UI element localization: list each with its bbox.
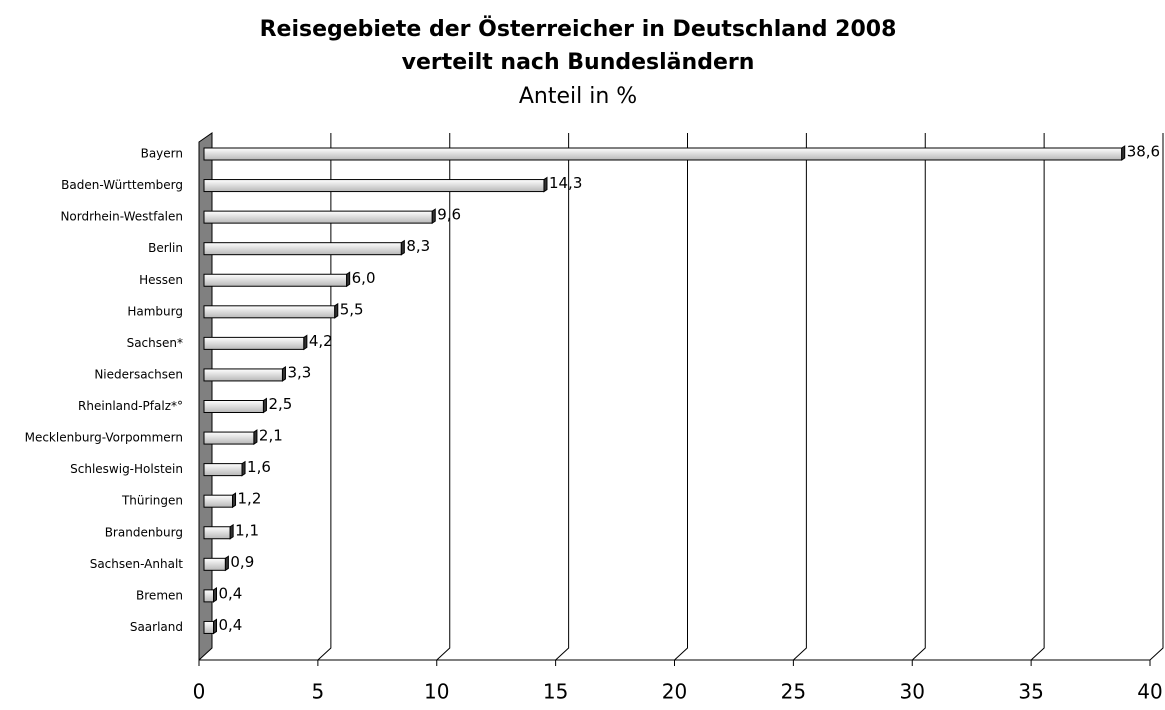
bar-end <box>1121 145 1126 161</box>
bar <box>203 368 283 382</box>
bar <box>203 336 305 350</box>
bar-end <box>281 366 286 382</box>
y-tick-label: Berlin <box>148 241 183 255</box>
chart-subtitle: Anteil in % <box>519 84 637 109</box>
y-tick-label: Schleswig-Holstein <box>70 462 183 476</box>
grid-line <box>317 133 332 661</box>
y-tick-label: Bayern <box>141 147 183 161</box>
grid-line <box>1149 133 1164 661</box>
y-tick-label: Rheinland-Pfalz*° <box>78 399 183 413</box>
value-label: 0,4 <box>219 584 243 602</box>
grid-line <box>555 133 570 661</box>
bar-end <box>224 555 229 572</box>
bar <box>203 526 231 540</box>
bar <box>203 179 545 193</box>
grid-line <box>911 133 926 661</box>
y-tick-label: Nordrhein-Westfalen <box>60 210 183 224</box>
y-tick-label: Niedersachsen <box>94 367 183 381</box>
y-tick-label: Sachsen-Anhalt <box>90 557 184 571</box>
bar-end <box>232 492 237 509</box>
bar-end <box>334 302 339 319</box>
value-label: 1,1 <box>235 521 259 539</box>
grid-line <box>793 133 807 661</box>
bar <box>203 305 336 319</box>
y-tick-label: Thüringen <box>121 494 183 508</box>
bar-end <box>229 523 234 540</box>
bar <box>203 431 255 445</box>
value-label: 8,3 <box>406 237 430 255</box>
bar <box>203 242 402 256</box>
x-tick-label: 15 <box>543 680 568 704</box>
bar-end <box>253 429 258 445</box>
x-tick-label: 35 <box>1018 680 1043 704</box>
value-label: 2,1 <box>259 427 283 445</box>
value-label: 3,3 <box>287 363 311 381</box>
bar-end <box>400 239 405 256</box>
x-tick-label: 20 <box>662 680 687 704</box>
bar <box>203 463 243 477</box>
value-label: 0,4 <box>219 616 243 634</box>
bar <box>203 400 264 413</box>
y-tick-label: Brandenburg <box>105 525 183 539</box>
value-label: 4,2 <box>309 332 333 350</box>
value-label: 14,3 <box>549 174 582 192</box>
bar <box>203 273 348 287</box>
bar-end <box>241 460 246 477</box>
bar-end <box>543 176 548 193</box>
y-tick-label: Hessen <box>139 273 183 287</box>
value-label: 2,5 <box>268 395 292 413</box>
bar <box>203 589 215 603</box>
y-tick-label: Mecklenburg-Vorpommern <box>25 431 183 445</box>
y-tick-label: Sachsen* <box>127 336 183 350</box>
x-tick-label: 10 <box>424 680 449 704</box>
bar <box>203 210 433 224</box>
value-label: 1,6 <box>247 458 271 476</box>
grid-line <box>674 133 688 661</box>
value-label: 6,0 <box>352 269 376 287</box>
x-tick-label: 30 <box>900 680 925 704</box>
bar <box>203 147 1123 161</box>
value-label: 5,5 <box>340 300 364 318</box>
bar-end <box>213 586 218 603</box>
y-tick-label: Baden-Württemberg <box>61 178 183 192</box>
x-tick-label: 40 <box>1137 680 1162 704</box>
grid-line <box>1030 133 1045 661</box>
value-label: 1,2 <box>238 490 262 508</box>
bar <box>203 620 215 634</box>
value-label: 38,6 <box>1127 143 1160 161</box>
y-tick-label: Bremen <box>136 588 183 602</box>
bar-end <box>431 208 436 225</box>
x-tick-label: 0 <box>193 680 206 704</box>
bar-end <box>213 618 218 635</box>
value-label: 9,6 <box>437 206 461 224</box>
chart-title: Reisegebiete der Österreicher in Deutsch… <box>260 16 897 42</box>
bar-end <box>303 334 308 351</box>
chart-title-2: verteilt nach Bundesländern <box>402 50 755 75</box>
bar-end <box>262 397 267 414</box>
y-tick-label: Saarland <box>130 620 183 634</box>
x-tick-label: 5 <box>312 680 325 704</box>
bar-end <box>346 271 351 288</box>
bar <box>203 494 234 508</box>
grid-line <box>436 133 451 661</box>
y-tick-label: Hamburg <box>127 304 183 318</box>
value-label: 0,9 <box>230 553 254 571</box>
bar <box>203 557 226 571</box>
x-tick-label: 25 <box>781 680 806 704</box>
